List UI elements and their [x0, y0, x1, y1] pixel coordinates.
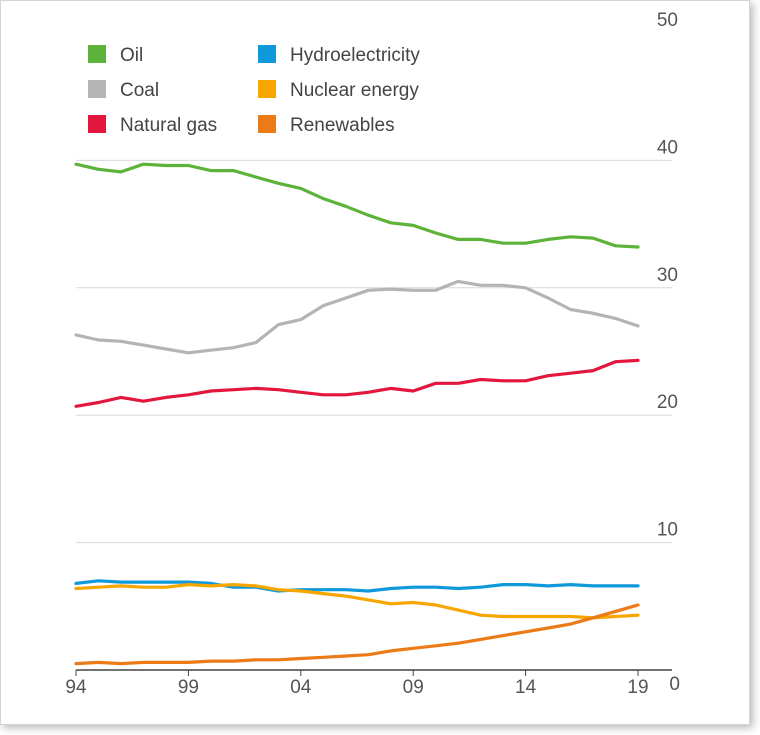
x-tick-label-04: 04 [290, 677, 312, 698]
series-line-coal [74, 279, 640, 355]
series-line-renewables [74, 603, 640, 666]
x-tick-label-09: 09 [403, 677, 424, 698]
x-tick-label-94: 94 [65, 677, 87, 698]
x-axis-tick-labels: 94 99 04 09 14 19 [65, 670, 649, 698]
legend-item-nuclear-energy: Nuclear energy [258, 80, 419, 101]
legend-item-renewables: Renewables [258, 115, 395, 136]
series-line-nuclear-energy [74, 582, 640, 620]
series-line-oil [74, 162, 640, 249]
legend-swatch-oil [88, 45, 106, 63]
legend-label-oil: Oil [120, 45, 143, 66]
y-tick-label-30: 30 [657, 265, 678, 286]
y-tick-label-10: 10 [657, 520, 678, 541]
x-tick-label-99: 99 [178, 677, 199, 698]
legend-swatch-renewables [258, 115, 276, 133]
grid [76, 159, 672, 544]
legend-label-natural-gas: Natural gas [120, 115, 217, 136]
series-line-hydroelectricity [74, 579, 640, 593]
y-axis-tick-labels: 0 10 20 30 40 50 [657, 10, 680, 695]
legend-label-coal: Coal [120, 80, 159, 101]
y-tick-label-50: 50 [657, 10, 678, 31]
legend-label-renewables: Renewables [290, 115, 395, 136]
x-tick-label-19: 19 [627, 677, 648, 698]
legend-swatch-hydroelectricity [258, 45, 276, 63]
y-tick-label-20: 20 [657, 392, 678, 413]
y-tick-label-40: 40 [657, 137, 678, 158]
series-lines [74, 162, 640, 666]
legend-swatch-natural-gas [88, 115, 106, 133]
legend-swatch-coal [88, 80, 106, 98]
legend-label-hydroelectricity: Hydroelectricity [290, 45, 420, 66]
y-tick-label-0: 0 [669, 674, 680, 695]
legend: Oil Coal Natural gas Hydroelectricity Nuclea… [88, 45, 420, 136]
legend-item-natural-gas: Natural gas [88, 115, 217, 136]
legend-swatch-nuclear-energy [258, 80, 276, 98]
legend-item-hydroelectricity: Hydroelectricity [258, 45, 420, 66]
legend-label-nuclear-energy: Nuclear energy [290, 80, 419, 101]
legend-item-oil: Oil [88, 45, 143, 66]
series-line-natural-gas [74, 358, 640, 408]
x-tick-label-14: 14 [515, 677, 537, 698]
legend-item-coal: Coal [88, 80, 159, 101]
